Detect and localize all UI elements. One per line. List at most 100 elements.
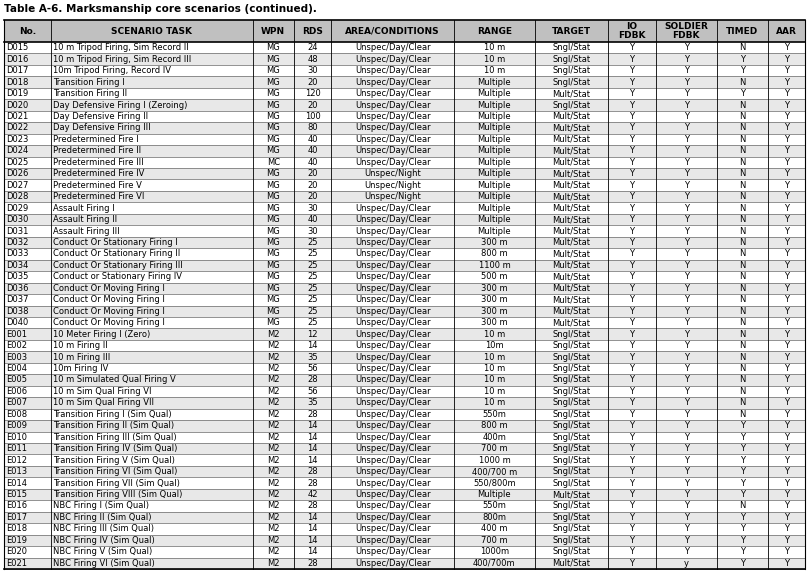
Text: Unspec/Day/Clear: Unspec/Day/Clear [355,341,430,350]
Text: Y: Y [629,421,634,430]
Text: Y: Y [684,284,688,293]
Text: Unspec/Night: Unspec/Night [364,192,421,201]
Text: 40: 40 [307,135,318,144]
Text: 500 m: 500 m [481,272,508,281]
Text: Y: Y [684,456,688,465]
Text: D025: D025 [6,158,28,167]
Bar [4,431,805,443]
Text: Y: Y [739,490,744,499]
Text: Unspec/Day/Clear: Unspec/Day/Clear [355,215,430,224]
Text: 25: 25 [307,284,318,293]
Text: 10 m Firing III: 10 m Firing III [53,352,110,362]
Text: Sngl/Stat: Sngl/Stat [553,501,591,511]
Text: N: N [739,135,745,144]
Text: D030: D030 [6,215,28,224]
Text: 10m Firing IV: 10m Firing IV [53,364,108,373]
Text: M2: M2 [267,444,280,453]
Bar [4,202,805,214]
Bar [4,282,805,294]
Bar [4,248,805,260]
Text: Mult/Stat: Mult/Stat [553,135,591,144]
Text: MG: MG [266,307,280,316]
Text: Conduct Or Moving Firing I: Conduct Or Moving Firing I [53,307,165,316]
Text: Sngl/Stat: Sngl/Stat [553,341,591,350]
Text: 550/800m: 550/800m [473,478,516,488]
Text: Y: Y [684,89,688,98]
Text: D028: D028 [6,192,28,201]
Text: M2: M2 [267,559,280,568]
Text: Sngl/Stat: Sngl/Stat [553,444,591,453]
Text: Y: Y [784,169,789,178]
Text: Y: Y [784,318,789,327]
Text: Y: Y [784,490,789,499]
Text: Y: Y [739,456,744,465]
Text: Unspec/Day/Clear: Unspec/Day/Clear [355,364,430,373]
Text: Mult/Stat: Mult/Stat [553,123,591,132]
Text: Conduct Or Stationary Firing II: Conduct Or Stationary Firing II [53,249,180,258]
Bar [4,53,805,65]
Text: Unspec/Day/Clear: Unspec/Day/Clear [355,524,430,533]
Text: Y: Y [684,180,688,190]
Text: Y: Y [629,54,634,64]
Text: E001: E001 [6,329,27,339]
Text: NBC Firing III (Sim Qual): NBC Firing III (Sim Qual) [53,524,155,533]
Text: Y: Y [684,272,688,281]
Text: Sngl/Stat: Sngl/Stat [553,100,591,109]
Text: Y: Y [739,54,744,64]
Text: 10 m: 10 m [484,375,505,384]
Text: Y: Y [784,66,789,75]
Text: 120: 120 [305,89,320,98]
Text: Y: Y [629,559,634,568]
Text: MG: MG [266,89,280,98]
Text: Y: Y [684,421,688,430]
Text: 10 m Firing II: 10 m Firing II [53,341,108,350]
Text: Y: Y [684,203,688,213]
Text: D032: D032 [6,238,28,247]
Text: D016: D016 [6,54,28,64]
Text: Y: Y [684,364,688,373]
Text: 800 m: 800 m [481,421,508,430]
Bar [4,328,805,340]
Text: Y: Y [739,536,744,545]
Text: Y: Y [784,364,789,373]
Text: Y: Y [784,192,789,201]
Text: Y: Y [739,89,744,98]
Text: Y: Y [629,467,634,476]
Text: N: N [739,284,745,293]
Text: 800 m: 800 m [481,249,508,258]
Text: 1000 m: 1000 m [479,456,510,465]
Text: N: N [739,169,745,178]
Text: Y: Y [784,123,789,132]
Text: E020: E020 [6,547,27,556]
Text: Y: Y [629,433,634,442]
Text: Y: Y [629,203,634,213]
Text: N: N [739,410,745,419]
Text: Y: Y [629,100,634,109]
Text: Unspec/Day/Clear: Unspec/Day/Clear [355,284,430,293]
Text: 800m: 800m [482,513,506,522]
Text: Y: Y [629,444,634,453]
Text: N: N [739,112,745,121]
Text: Multiple: Multiple [477,215,511,224]
Text: 10 m: 10 m [484,54,505,64]
Text: NBC Firing I (Sim Qual): NBC Firing I (Sim Qual) [53,501,149,511]
Text: Y: Y [684,66,688,75]
Text: N: N [739,123,745,132]
Text: Unspec/Day/Clear: Unspec/Day/Clear [355,158,430,167]
Text: N: N [739,238,745,247]
Text: Sngl/Stat: Sngl/Stat [553,421,591,430]
Text: N: N [739,398,745,407]
Text: Y: Y [684,192,688,201]
Text: N: N [739,352,745,362]
Text: Y: Y [784,398,789,407]
Text: Unspec/Day/Clear: Unspec/Day/Clear [355,238,430,247]
Text: E006: E006 [6,387,28,396]
Text: Sngl/Stat: Sngl/Stat [553,433,591,442]
Text: Unspec/Day/Clear: Unspec/Day/Clear [355,295,430,304]
Bar [4,156,805,168]
Text: Y: Y [629,249,634,258]
Text: Unspec/Day/Clear: Unspec/Day/Clear [355,547,430,556]
Text: No.: No. [19,26,36,36]
Text: Y: Y [784,467,789,476]
Bar [4,305,805,317]
